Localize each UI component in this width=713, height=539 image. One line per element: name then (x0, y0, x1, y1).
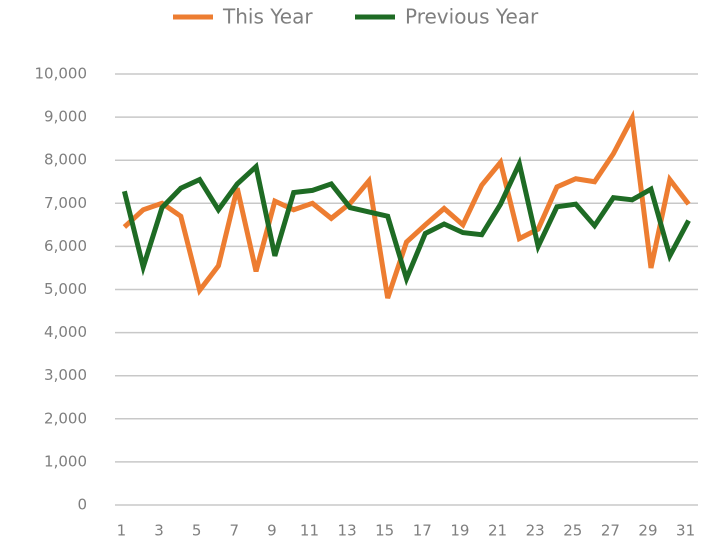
line-series (121, 155, 691, 287)
x-tick-label: 7 (229, 522, 239, 539)
x-tick-label: 31 (676, 522, 695, 539)
x-tick-label: 27 (601, 522, 620, 539)
legend-label: Previous Year (405, 5, 539, 29)
x-tick-label: 29 (638, 522, 657, 539)
x-tick-label: 9 (267, 522, 277, 539)
y-tick-label: 3,000 (44, 366, 87, 384)
x-tick-label: 23 (526, 522, 545, 539)
x-tick-label: 15 (375, 522, 394, 539)
x-tick-label: 19 (450, 522, 469, 539)
y-tick-label: 1,000 (44, 452, 87, 470)
y-tick-label: 6,000 (44, 237, 87, 255)
x-tick-label: 25 (563, 522, 582, 539)
y-tick-label: 10,000 (35, 65, 88, 83)
line-series (122, 109, 691, 299)
x-tick-label: 17 (413, 522, 432, 539)
x-tick-label: 3 (154, 522, 164, 539)
x-tick-label: 21 (488, 522, 507, 539)
x-tick-label: 1 (117, 522, 127, 539)
x-tick-label: 11 (300, 522, 319, 539)
y-tick-label: 5,000 (44, 280, 87, 298)
y-tick-label: 0 (77, 496, 87, 514)
y-tick-label: 2,000 (44, 409, 87, 427)
y-tick-label: 4,000 (44, 323, 87, 341)
x-tick-label: 13 (338, 522, 357, 539)
y-tick-label: 7,000 (44, 194, 87, 212)
x-tick-label: 5 (192, 522, 202, 539)
y-tick-label: 8,000 (44, 151, 87, 169)
y-tick-label: 9,000 (44, 108, 87, 126)
legend-label: This Year (222, 5, 313, 29)
